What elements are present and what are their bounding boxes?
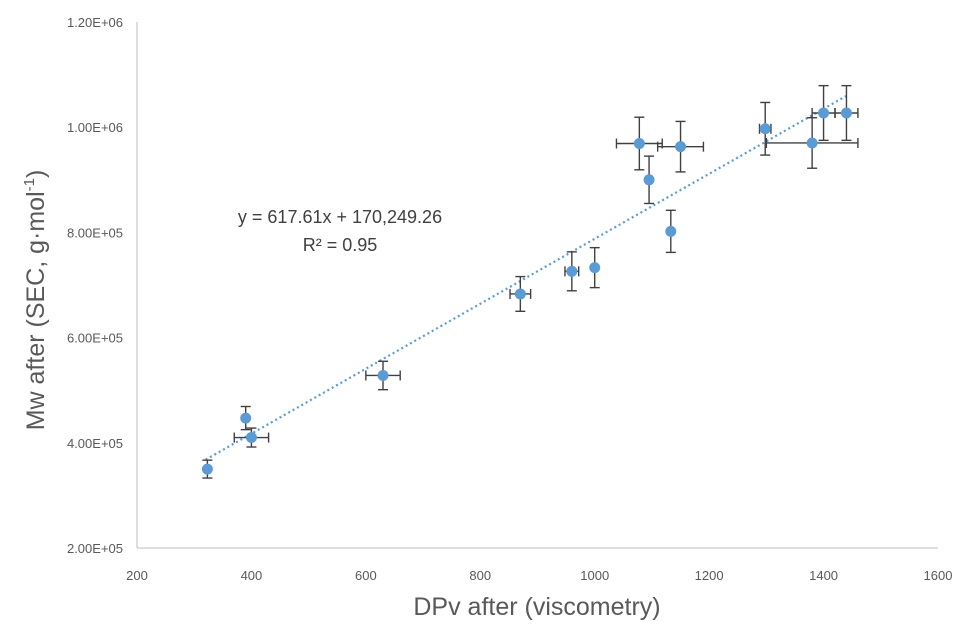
y-tick-label: 1.00E+06 [67,120,123,135]
y-axis-title: Mw after (SEC, g·mol-1) [21,170,50,431]
y-tick-label: 1.20E+06 [67,15,123,30]
trendline-r2: R² = 0.95 [303,235,378,255]
x-tick-label: 1200 [695,568,724,583]
data-point [240,412,252,424]
data-point [633,138,645,150]
y-tick-label: 8.00E+05 [67,225,123,240]
data-point [514,288,526,300]
axes [136,22,938,549]
data-point [377,369,389,381]
data-point [245,432,257,444]
y-tick-label: 2.00E+05 [67,541,123,556]
x-tick-labels: 200 400 600 800 1000 1200 1400 1600 [126,568,952,583]
x-tick-label: 200 [126,568,148,583]
data-points [201,107,852,475]
x-tick-label: 400 [241,568,263,583]
data-point [675,141,687,153]
trendline-group [205,94,848,461]
trendline [205,94,848,461]
x-tick-label: 800 [469,568,491,583]
x-axis-title: DPv after (viscometry) [413,593,660,621]
error-bars [202,84,859,479]
data-point [201,463,213,475]
data-point [643,174,655,186]
data-point [566,265,578,277]
data-point [665,225,677,237]
data-point [818,107,830,119]
data-point [806,137,818,149]
x-tick-label: 1400 [809,568,838,583]
y-axis-title-end: ) [22,170,50,178]
y-tick-label: 4.00E+05 [67,436,123,451]
data-point [759,123,771,135]
trendline-equation: y = 617.61x + 170,249.26 [238,207,442,227]
x-tick-label: 600 [355,568,377,583]
y-axis-title-main: Mw after (SEC, g·mol [22,191,50,430]
y-axis-title-sup: -1 [21,178,38,191]
x-tick-label: 1600 [924,568,953,583]
data-point [589,262,601,274]
y-tick-label: 6.00E+05 [67,331,123,346]
y-tick-labels: 2.00E+05 4.00E+05 6.00E+05 8.00E+05 1.00E+06… [67,15,123,556]
data-point [840,107,852,119]
x-tick-label: 1000 [580,568,609,583]
